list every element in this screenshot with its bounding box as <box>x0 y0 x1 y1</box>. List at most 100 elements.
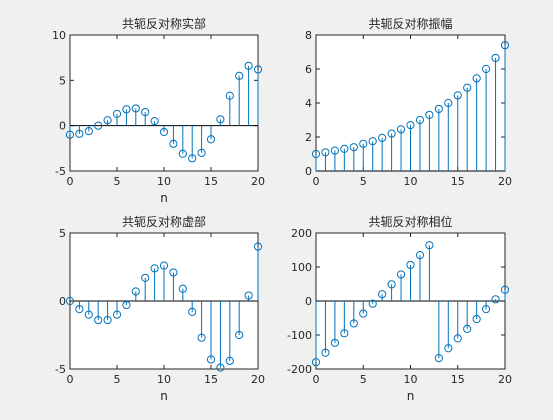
x-tick-label: 15 <box>204 175 218 188</box>
stem-marker <box>94 121 103 130</box>
stem-marker <box>103 116 112 125</box>
stem-marker <box>434 104 443 114</box>
stem-marker <box>178 284 187 293</box>
x-tick-label: 20 <box>498 175 512 188</box>
y-tick-label: -100 <box>287 329 312 342</box>
y-tick-label: 100 <box>291 261 312 274</box>
stem-marker <box>378 290 387 299</box>
stem-marker <box>311 149 321 159</box>
stem-marker <box>188 154 197 163</box>
stem-marker <box>112 109 122 118</box>
stem-marker <box>396 125 406 134</box>
stem-marker <box>84 310 93 319</box>
stem-marker <box>368 299 377 308</box>
stem-marker <box>244 291 253 300</box>
stem-marker <box>197 333 206 342</box>
x-tick-label: 10 <box>404 373 418 386</box>
subplot-title: 共轭反对称相位 <box>368 214 452 229</box>
stem-marker <box>491 53 500 63</box>
stem-marker <box>169 268 178 277</box>
stem-marker <box>340 329 349 338</box>
stem-marker <box>453 334 462 343</box>
stem-marker <box>141 273 150 282</box>
stem-marker <box>463 83 472 92</box>
stem-marker <box>197 148 206 157</box>
stem-marker <box>463 324 472 333</box>
x-tick-label: 5 <box>360 175 367 188</box>
x-tick-label: 20 <box>498 373 512 386</box>
subplot-title: 共轭反对称虚部 <box>122 214 206 229</box>
y-tick-label: 6 <box>305 63 312 76</box>
stem-marker <box>65 130 75 139</box>
y-tick-label: 0 <box>305 165 312 178</box>
stem-marker <box>112 310 122 319</box>
x-tick-label: 5 <box>114 373 121 386</box>
x-tick-label: 20 <box>251 175 265 188</box>
x-axis-label: n <box>407 389 415 403</box>
stem-marker <box>425 241 434 250</box>
x-tick-label: 15 <box>451 373 465 386</box>
stem-marker <box>122 105 131 114</box>
y-tick-label: 0 <box>59 295 66 308</box>
stem-marker <box>235 71 244 80</box>
stem-marker <box>65 296 75 306</box>
subplot-2: 0 5 10 15 20 0 2 4 6 8 共轭反对称振幅 <box>305 16 512 188</box>
y-tick-label: 8 <box>305 29 312 42</box>
stem-marker <box>150 117 159 126</box>
stem-marker <box>359 139 368 148</box>
x-tick-label: 0 <box>313 373 320 386</box>
stem-marker <box>122 300 131 310</box>
x-tick-label: 10 <box>157 373 171 386</box>
stem-marker <box>434 354 443 363</box>
stem-marker <box>235 330 244 340</box>
x-tick-label: 15 <box>204 373 218 386</box>
stem-marker <box>159 261 169 270</box>
stem-marker <box>406 121 415 130</box>
stem-marker <box>225 91 234 100</box>
y-tick-label: -5 <box>55 363 66 376</box>
stem-marker <box>75 305 84 314</box>
stem-marker <box>330 338 339 347</box>
y-tick-label: 0 <box>305 295 312 308</box>
stem-marker <box>131 104 140 113</box>
x-axis-label: n <box>160 191 168 205</box>
stem-marker <box>94 315 103 325</box>
stem-marker <box>396 270 406 279</box>
y-tick-label: -200 <box>287 363 312 376</box>
stem-marker <box>206 355 216 364</box>
y-tick-label: -5 <box>55 165 66 178</box>
y-tick-label: 10 <box>52 29 66 42</box>
stem-marker <box>349 143 358 152</box>
stem-marker <box>387 129 396 138</box>
x-tick-label: 10 <box>404 175 418 188</box>
axes-box <box>69 34 259 172</box>
stem-marker <box>103 315 112 325</box>
y-tick-label: 200 <box>291 227 312 240</box>
stem-marker <box>406 260 415 270</box>
stem-marker <box>131 287 140 296</box>
y-tick-label: 5 <box>59 227 66 240</box>
stem-marker <box>491 295 500 304</box>
subplot-4: 0 5 10 15 20 -200 -100 0 100 200 共轭反对称相位 n <box>287 214 512 403</box>
x-tick-label: 5 <box>360 373 367 386</box>
stem-marker <box>216 363 225 372</box>
stem-marker <box>472 314 481 324</box>
subplot-title: 共轭反对称振幅 <box>368 16 452 31</box>
stem-marker <box>500 41 510 50</box>
stem-marker <box>321 148 330 157</box>
x-axis-label: n <box>160 389 168 403</box>
stem-marker <box>482 64 491 74</box>
stem-marker <box>206 135 216 144</box>
x-tick-label: 0 <box>67 373 74 386</box>
x-tick-label: 0 <box>67 175 74 188</box>
stem-marker <box>359 309 368 318</box>
stem-marker <box>321 348 330 357</box>
stem-marker <box>453 91 462 100</box>
y-tick-label: 5 <box>59 74 66 87</box>
subplot-title: 共轭反对称实部 <box>122 16 206 31</box>
y-tick-label: 2 <box>305 131 312 144</box>
stem-marker <box>178 149 187 158</box>
